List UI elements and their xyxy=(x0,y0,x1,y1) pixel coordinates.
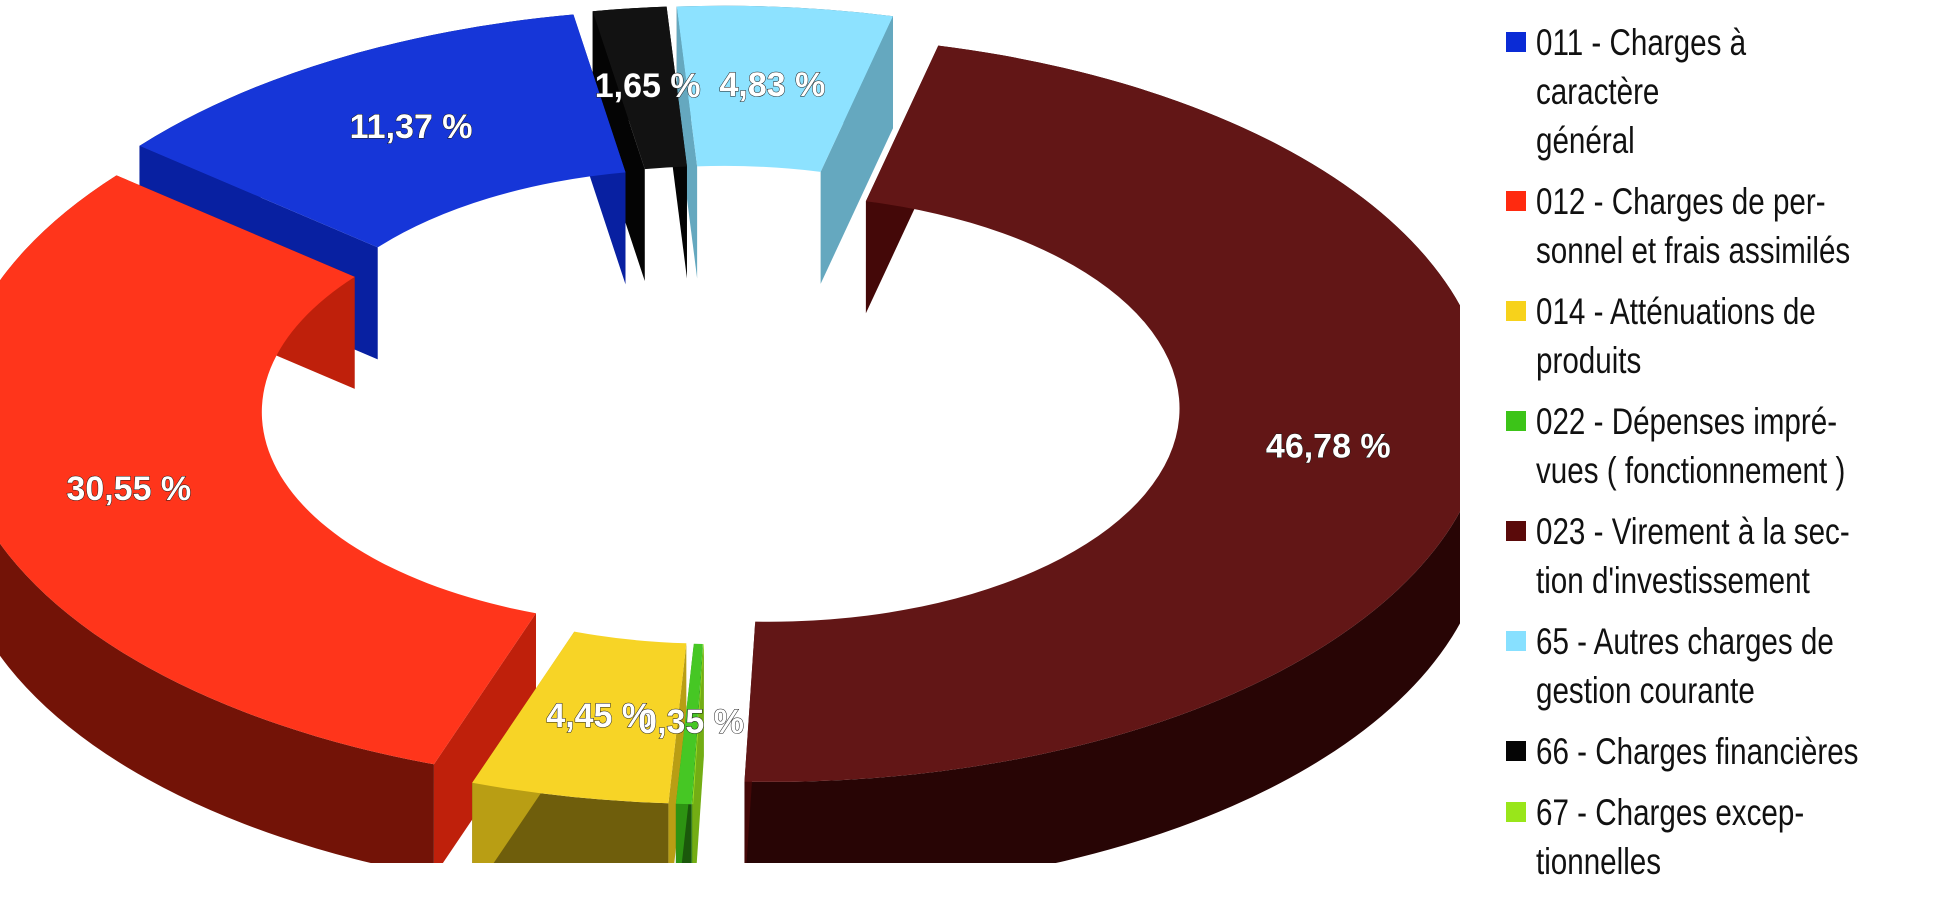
legend-item: 66 - Charges financières xyxy=(1506,727,1946,776)
data-label-014: 4,45 % xyxy=(546,697,652,735)
slice-012-side xyxy=(0,175,434,863)
slice-012 xyxy=(0,175,536,863)
data-label-012: 30,55 % xyxy=(66,470,191,508)
slice-022-top xyxy=(675,643,703,805)
legend-label-line: 011 - Charges à caractère xyxy=(1536,22,1747,112)
legend-label-line: 022 - Dépenses impré- xyxy=(1536,401,1838,442)
slice-66-start-face xyxy=(592,11,645,282)
data-label-022: 0,35 % xyxy=(638,703,744,741)
legend-label: 012 - Charges de per-sonnel et frais ass… xyxy=(1536,177,1864,275)
chart-area: 4,83 % 1,65 % 11,37 % 46,78 % 30,55 % 4,45 % 0… xyxy=(0,5,1460,863)
legend: 011 - Charges à caractère général 012 - Ch… xyxy=(1506,18,1946,898)
legend-swatch xyxy=(1506,301,1526,321)
slice-67-end-face xyxy=(692,644,704,863)
legend-item: 012 - Charges de per-sonnel et frais ass… xyxy=(1506,177,1946,275)
legend-swatch xyxy=(1506,32,1526,52)
legend-label-line: général xyxy=(1536,120,1635,161)
legend-label-line: vues ( fonctionnement ) xyxy=(1536,450,1846,491)
legend-label: 011 - Charges à caractère général xyxy=(1536,18,1864,165)
legend-item: 023 - Virement à la sec-tion d'investiss… xyxy=(1506,507,1946,605)
legend-swatch xyxy=(1506,411,1526,431)
legend-label: 67 - Charges excep-tionnelles xyxy=(1536,788,1864,886)
slice-65-end-face xyxy=(820,16,894,284)
legend-label-line: 014 - Atténuations de xyxy=(1536,291,1816,332)
legend-label: 66 - Charges financières xyxy=(1536,727,1864,776)
legend-item: 65 - Autres charges de gestion courante xyxy=(1506,617,1946,715)
slice-011-top xyxy=(139,14,626,248)
legend-label-line: 023 - Virement à la sec- xyxy=(1536,511,1850,552)
slice-014 xyxy=(472,631,687,863)
slice-012-start-face xyxy=(433,613,536,863)
legend-label-line: sonnel et frais assimilés xyxy=(1536,230,1851,271)
legend-swatch xyxy=(1506,521,1526,541)
slices-layer xyxy=(0,5,1460,863)
slice-65-top xyxy=(676,5,893,172)
legend-item: 011 - Charges à caractère général xyxy=(1506,18,1946,165)
slice-023-top xyxy=(744,45,1460,782)
legend-label: 023 - Virement à la sec-tion d'investiss… xyxy=(1536,507,1864,605)
slice-67-top xyxy=(692,644,704,805)
slice-66 xyxy=(592,6,687,282)
legend-swatch xyxy=(1506,631,1526,651)
legend-label-line: tion d'investissement xyxy=(1536,560,1810,601)
slice-65 xyxy=(676,5,894,284)
legend-swatch xyxy=(1506,741,1526,761)
slice-65-start-face xyxy=(676,6,698,279)
slice-66-top xyxy=(592,6,687,170)
donut-chart: 4,83 % 1,65 % 11,37 % 46,78 % 30,55 % 4,45 %0… xyxy=(0,5,1460,863)
labels-layer: 4,83 % 1,65 % 11,37 % 46,78 % 30,55 % 4,45 %0… xyxy=(66,65,1391,741)
slice-023 xyxy=(744,45,1460,863)
legend-label-line: 65 - Autres charges de xyxy=(1536,621,1834,662)
legend-label-line: tionnelles xyxy=(1536,841,1662,882)
legend-label-line: 67 - Charges excep- xyxy=(1536,792,1805,833)
legend-item: 014 - Atténuations de produits xyxy=(1506,287,1946,385)
legend-label-line: 66 - Charges financières xyxy=(1536,731,1859,772)
data-label-65: 4,83 % xyxy=(719,66,825,104)
slice-014-start-face xyxy=(668,643,687,863)
legend-item: 67 - Charges excep-tionnelles xyxy=(1506,788,1946,886)
slice-012-top xyxy=(0,175,536,765)
legend-label: 65 - Autres charges de gestion courante xyxy=(1536,617,1864,715)
legend-label-line: gestion courante xyxy=(1536,670,1755,711)
legend-swatch xyxy=(1506,802,1526,822)
legend-label-line: produits xyxy=(1536,340,1642,381)
data-label-023: 46,78 % xyxy=(1266,427,1391,465)
legend-item: 022 - Dépenses impré-vues ( fonctionneme… xyxy=(1506,397,1946,495)
legend-label-line: 012 - Charges de per- xyxy=(1536,181,1826,222)
legend-swatch xyxy=(1506,191,1526,211)
legend-label: 022 - Dépenses impré-vues ( fonctionneme… xyxy=(1536,397,1864,495)
slice-014-top xyxy=(472,631,687,804)
data-label-011: 11,37 % xyxy=(350,108,473,146)
legend-label: 014 - Atténuations de produits xyxy=(1536,287,1864,385)
data-label-66: 1,65 % xyxy=(595,67,701,105)
slice-67 xyxy=(692,644,704,863)
